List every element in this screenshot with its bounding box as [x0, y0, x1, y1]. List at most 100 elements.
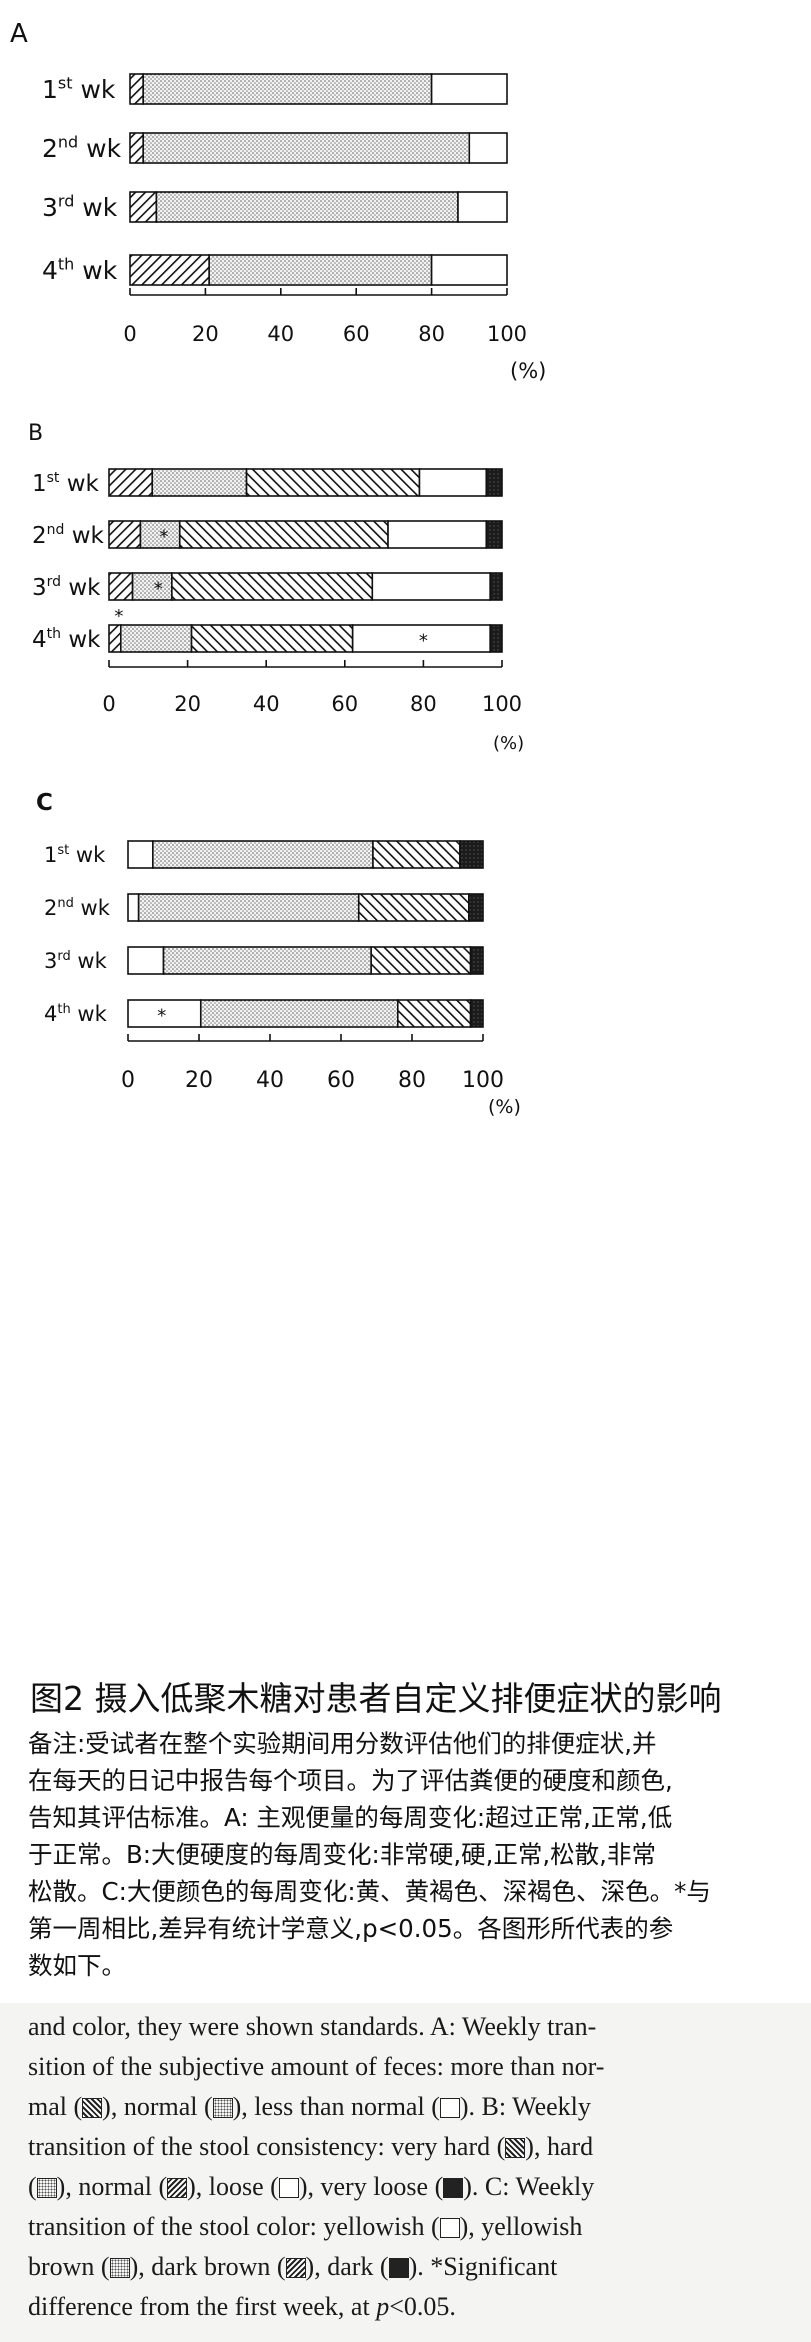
- white-swatch: [439, 2098, 460, 2118]
- x-tick-label: 100: [462, 1068, 504, 1093]
- note-line: 于正常。B:大便硬度的每周变化:非常硬,硬,正常,松散,非常: [28, 1840, 656, 1869]
- bar-segment-white: [127, 840, 154, 869]
- excerpt-line: and color, they were shown standards. A:…: [28, 2012, 597, 2041]
- dotted-swatch: [36, 2178, 57, 2198]
- excerpt-line: mal (), normal (), less than normal (). …: [28, 2092, 591, 2121]
- significance-marker: *: [419, 631, 428, 652]
- x-tick-label: 20: [185, 1068, 213, 1093]
- chart-b: B 1st wk 2nd wk * 3rd wk * 4th wk * * 0 20 40 60 80 10…: [28, 421, 524, 754]
- significance-marker: *: [114, 606, 123, 627]
- x-tick-label: 0: [102, 692, 115, 716]
- bar-segment-hatch: [129, 73, 144, 105]
- significance-marker: *: [154, 579, 163, 600]
- bar-segment-white: [351, 624, 492, 653]
- row-label: 3rd wk: [42, 192, 118, 223]
- x-tick-label: 40: [267, 322, 294, 346]
- bar-segment-hatch: [129, 132, 144, 164]
- bar-segment-dots: [155, 191, 459, 223]
- panel-label: B: [28, 421, 43, 446]
- chart-a: A 1st wk 2nd wk 3rd wk 4th wk 0 20 40 60 80 100 (%): [10, 19, 546, 383]
- excerpt-line: sition of the subjective amount of feces…: [28, 2052, 605, 2081]
- bar-segment-dark: [469, 946, 484, 975]
- x-tick-label: 20: [192, 322, 219, 346]
- dark-swatch: [388, 2258, 409, 2278]
- figure-canvas: A 1st wk 2nd wk 3rd wk 4th wk 0 20 40 60 80 100 (%)…: [10, 19, 546, 1118]
- note-line: 松散。C:大便颜色的每周变化:黄、黄褐色、深褐色、深色。*与: [28, 1877, 711, 1906]
- bar-segment-dots: [137, 893, 360, 922]
- x-tick-label: 40: [253, 692, 280, 716]
- english-excerpt: and color, they were shown standards. A:…: [28, 2007, 803, 2327]
- bar-segment-reverse-hatch: [396, 999, 472, 1028]
- bar-segment-white: [418, 468, 488, 497]
- row-label: 1st wk: [42, 74, 116, 105]
- excerpt-line: transition of the stool color: yellowish…: [28, 2212, 583, 2241]
- bar-segment-reverse-hatch: [171, 572, 374, 601]
- note-line: 在每天的日记中报告每个项目。为了评估粪便的硬度和颜色,: [28, 1766, 673, 1795]
- bar-segment-reverse-hatch: [372, 840, 461, 869]
- panel-label: C: [36, 790, 53, 816]
- bar-segment-dark: [489, 624, 503, 653]
- bar-segment-dots: [142, 73, 433, 105]
- x-tick-label: 60: [343, 322, 370, 346]
- note-line: 第一周相比,差异有统计学意义,p<0.05。各图形所代表的参: [28, 1914, 674, 1943]
- bar-segment-white: [430, 73, 508, 105]
- bar-segment-reverse-hatch: [178, 520, 389, 549]
- bar-segment-white: [127, 893, 140, 922]
- excerpt-line: brown (), dark brown (), dark (). *Signi…: [28, 2252, 558, 2281]
- bar-segment-dark: [467, 893, 484, 922]
- reverse-hatch-swatch: [167, 2178, 188, 2198]
- row-label: 1st wk: [32, 470, 100, 497]
- x-tick-label: 100: [487, 322, 527, 346]
- bar-segment-dots: [208, 254, 433, 286]
- x-tick-label: 80: [418, 322, 445, 346]
- note-line: 告知其评估标准。A: 主观便量的每周变化:超过正常,正常,低: [28, 1803, 673, 1832]
- bar-segment-hatch: [129, 191, 158, 223]
- bar-segment-white: [371, 572, 492, 601]
- bar-segment-white: [457, 191, 508, 223]
- row-label: 2nd wk: [42, 133, 122, 164]
- figure-caption: 图2 摄入低聚木糖对患者自定义排便症状的影响: [30, 1679, 722, 1718]
- excerpt-line: difference from the first week, at p<0.0…: [28, 2292, 456, 2321]
- row-label: 4th wk: [44, 1002, 108, 1026]
- x-tick-label: 20: [174, 692, 201, 716]
- row-label: 2nd wk: [32, 522, 105, 549]
- significance-marker: *: [157, 1006, 166, 1027]
- bar-segment-white: [387, 520, 488, 549]
- note-line: 数如下。: [28, 1951, 126, 1980]
- dotted-swatch: [109, 2258, 130, 2278]
- bar-segment-dots: [142, 132, 471, 164]
- bar-segment-hatch: [129, 254, 210, 286]
- excerpt-line: transition of the stool consistency: ver…: [28, 2132, 594, 2161]
- row-label: 3rd wk: [32, 574, 101, 601]
- bar-segment-dark: [485, 520, 503, 549]
- chart-c: C 1st wk 2nd wk 3rd wk 4th wk * 0 20 40 60 80 100 (%…: [36, 790, 521, 1118]
- x-tick-label: 40: [256, 1068, 284, 1093]
- note-line: 备注:受试者在整个实验期间用分数评估他们的排便症状,并: [28, 1729, 657, 1758]
- bar-segment-dots: [131, 572, 173, 601]
- x-tick-label: 0: [123, 322, 136, 346]
- white-swatch: [439, 2218, 460, 2238]
- bar-segment-dark: [469, 999, 484, 1028]
- bar-segment-reverse-hatch: [357, 893, 470, 922]
- dotted-swatch: [212, 2098, 233, 2118]
- row-label: 4th wk: [32, 626, 101, 653]
- bar-segment-dots: [139, 520, 181, 549]
- bar-segment-dark: [489, 572, 503, 601]
- bar-segment-hatch: [108, 572, 134, 601]
- row-label: 2nd wk: [44, 896, 111, 920]
- diagonal-hatch-swatch: [82, 2098, 103, 2118]
- dark-swatch: [443, 2178, 464, 2198]
- bar-segment-reverse-hatch: [190, 624, 354, 653]
- diagonal-hatch-swatch: [505, 2138, 526, 2158]
- white-swatch: [278, 2178, 299, 2198]
- bar-segment-dots: [199, 999, 399, 1028]
- x-tick-label: 80: [410, 692, 437, 716]
- bar-segment-dark: [485, 468, 503, 497]
- x-tick-label: 60: [327, 1068, 355, 1093]
- bar-segment-dots: [119, 624, 193, 653]
- x-unit-label: (%): [510, 359, 546, 383]
- bar-segment-hatch: [108, 624, 122, 653]
- bar-segment-reverse-hatch: [370, 946, 472, 975]
- bar-segment-white: [127, 946, 165, 975]
- chinese-note: 备注:受试者在整个实验期间用分数评估他们的排便症状,并 在每天的日记中报告每个项…: [28, 1725, 796, 1984]
